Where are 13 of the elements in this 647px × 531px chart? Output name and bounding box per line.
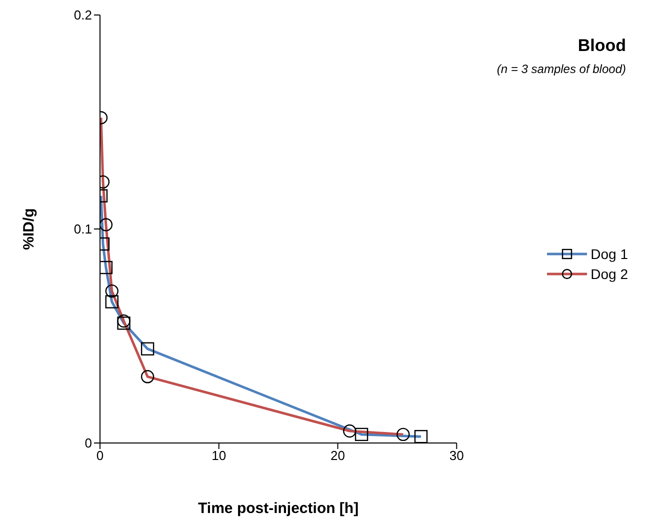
x-tick-label: 20 bbox=[330, 448, 345, 464]
legend-label: Dog 2 bbox=[590, 266, 628, 282]
text: (n = 3 samples of blood) bbox=[496, 62, 626, 76]
y-tick-label: 0 bbox=[84, 436, 92, 451]
text: Blood bbox=[576, 36, 626, 56]
y-tick-label: 0.1 bbox=[74, 222, 92, 237]
y-tick-label: 0.2 bbox=[74, 8, 92, 23]
x-tick-label: 30 bbox=[449, 448, 464, 464]
x-tick-label: 10 bbox=[212, 448, 226, 464]
x-tick-label: 0 bbox=[96, 448, 104, 464]
y-axis-title: %ID/g bbox=[20, 208, 38, 250]
x-axis-title: Time post-injection [h] bbox=[198, 500, 359, 517]
legend-label: Dog 1 bbox=[590, 246, 628, 262]
